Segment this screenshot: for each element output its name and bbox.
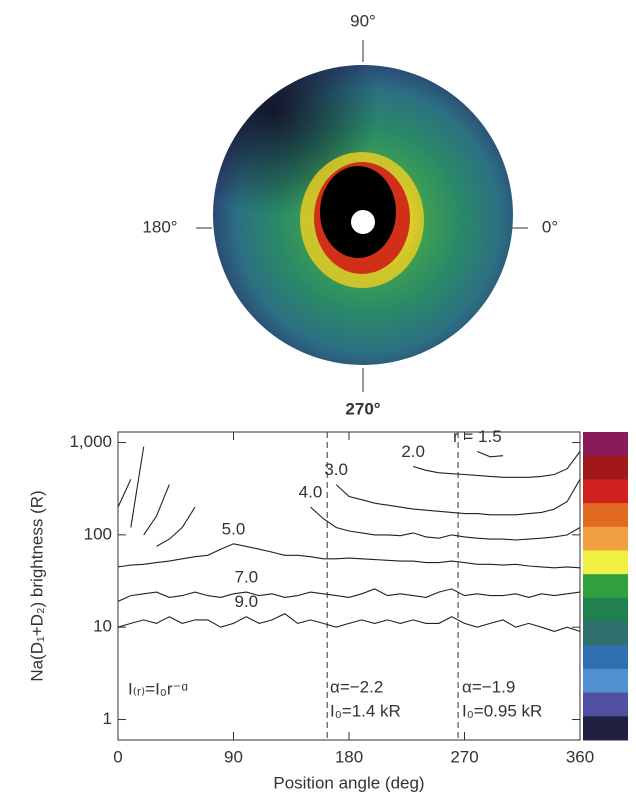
series-line (117, 543, 581, 569)
y-axis-title: Na(D₁+D₂) brightness (R) (27, 490, 46, 681)
colorbar-band (583, 550, 628, 575)
series-line (117, 450, 504, 508)
colorbar-band (583, 645, 628, 670)
annotation: I₍ᵣ₎=I₀r⁻ᵅ (128, 679, 188, 698)
y-tick-label: 1 (103, 709, 112, 728)
series-line (130, 446, 581, 528)
annotation: I₀=1.4 kR (330, 701, 401, 720)
colorbar-band (583, 668, 628, 694)
x-tick-label: 360 (566, 747, 594, 766)
x-axis-title: Position angle (deg) (273, 773, 424, 792)
series-label: 7.0 (235, 568, 259, 587)
colorbar-band (583, 479, 628, 504)
moon (351, 210, 375, 234)
colorbar-band (583, 716, 628, 741)
colorbar-band (583, 526, 628, 551)
series-label: 9.0 (235, 592, 259, 611)
series-label: 3.0 (324, 460, 348, 479)
series-label: 2.0 (401, 442, 425, 461)
annotation: I₀=0.95 kR (462, 701, 542, 720)
series-line (156, 506, 581, 547)
series-line (117, 588, 581, 602)
series-label: 5.0 (222, 519, 246, 538)
angle-label: 90° (350, 11, 376, 30)
x-tick-label: 270 (450, 747, 478, 766)
colorbar-band (583, 503, 628, 528)
y-tick-label: 10 (93, 617, 112, 636)
series-label: r = 1.5 (453, 427, 502, 446)
colorbar-band (583, 597, 628, 623)
x-tick-label: 0 (113, 747, 122, 766)
colorbar-band (583, 432, 628, 457)
colorbar-band (583, 455, 628, 480)
series-line (117, 613, 581, 632)
colorbar-band (583, 621, 628, 646)
annotation: α=−2.2 (330, 677, 383, 696)
series-label: 4.0 (299, 483, 323, 502)
angle-label: 180° (142, 217, 177, 236)
colorbar (583, 432, 628, 741)
angle-label: 0° (542, 217, 558, 236)
sodium-image: 90° 180° 0° 270° (142, 11, 558, 418)
angle-label: 270° (345, 399, 380, 418)
colorbar-band (583, 574, 628, 599)
annotation: α=−1.9 (462, 677, 515, 696)
y-tick-label: 1,000 (69, 432, 112, 451)
x-tick-label: 180 (335, 747, 363, 766)
x-tick-label: 90 (224, 747, 243, 766)
colorbar-band (583, 692, 628, 717)
y-tick-label: 100 (84, 524, 112, 543)
series-line (143, 479, 581, 536)
